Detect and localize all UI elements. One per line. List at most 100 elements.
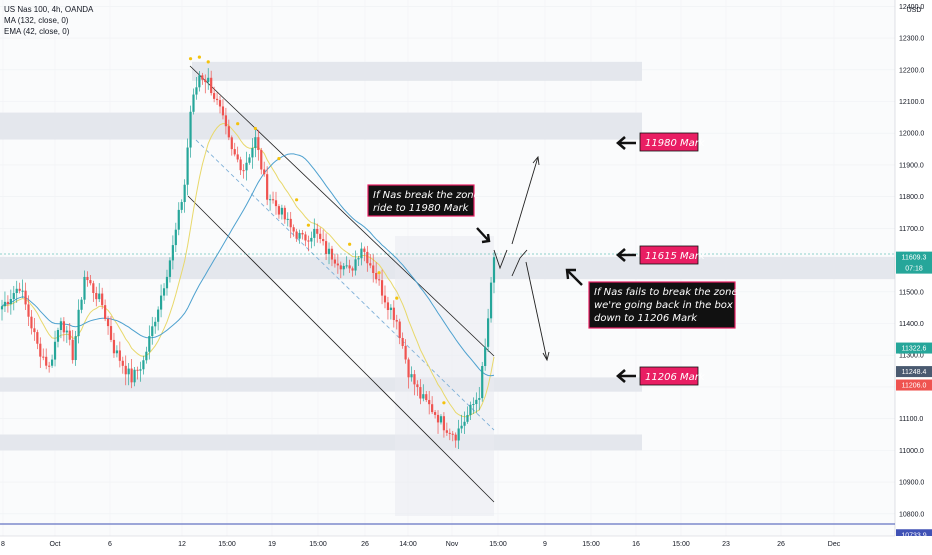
bottom-note-line-1: If Nas fails to break the zone: [594, 287, 738, 298]
candle-body: [121, 360, 124, 366]
candle-body: [339, 265, 342, 270]
time-tick-label: 23: [722, 541, 730, 548]
bottom-note-line-2: we're going back in the box: [594, 300, 733, 311]
candle-body: [162, 288, 166, 296]
candle-body: [369, 263, 372, 266]
candle-body: [336, 263, 339, 266]
candle-body: [248, 157, 251, 163]
candle-body: [174, 229, 177, 246]
candle-body: [357, 258, 360, 260]
candle-body: [221, 106, 225, 116]
price-tag-box: [896, 379, 932, 391]
candle-body: [348, 265, 351, 269]
candle-body: [27, 304, 30, 317]
candle-body: [342, 265, 345, 270]
price-tick-label: 12000.0: [899, 131, 924, 138]
candle-body: [481, 366, 484, 399]
candle-body: [372, 265, 375, 274]
candle-body: [457, 428, 460, 441]
candle-body: [254, 137, 257, 149]
channel-lower-line: [187, 195, 495, 503]
candle-body: [168, 260, 172, 277]
time-tick-label: 14:00: [399, 541, 417, 548]
candle-body: [180, 202, 183, 210]
candle-body: [59, 321, 63, 331]
candle-body: [112, 339, 116, 354]
candle-body: [195, 87, 198, 95]
zone-rect: [192, 61, 642, 81]
candle-body: [21, 290, 24, 292]
price-axis-panel[interactable]: [895, 0, 932, 550]
candle-body: [215, 98, 219, 101]
top-note-box: [367, 184, 475, 217]
candle-body: [398, 321, 401, 338]
candle-body: [48, 365, 51, 367]
candle-body: [239, 159, 242, 171]
signal-marker: [197, 55, 201, 59]
candle-body: [454, 434, 457, 441]
candle-body: [89, 280, 92, 284]
candle-body: [115, 350, 118, 354]
candle-body: [224, 115, 228, 127]
candle-body: [445, 430, 448, 433]
bottom-note-arrow: [567, 270, 583, 286]
time-tick-label: 8: [1, 541, 5, 548]
candle-body: [442, 416, 446, 431]
candle-body: [171, 245, 174, 261]
candle-body: [478, 398, 481, 400]
price-tick-label: 12300.0: [899, 36, 924, 43]
mark-low-label-box: [639, 366, 699, 386]
price-tag-box: [896, 342, 932, 354]
price-tick-label: 10900.0: [899, 480, 924, 487]
candle-body: [375, 273, 378, 280]
down-start-tick: [511, 257, 521, 277]
candle-body: [322, 239, 325, 242]
bounce-arrow: [493, 249, 508, 270]
price-tick-label: 12200.0: [899, 67, 924, 74]
candle-body: [425, 394, 428, 401]
candle-body: [316, 228, 319, 234]
price-tag-label: 11609.3: [902, 255, 927, 262]
candle-body: [389, 307, 392, 311]
candle-body: [251, 148, 254, 158]
ema-indicator-label[interactable]: EMA (42, close, 0): [4, 27, 70, 36]
price-tag-box: [896, 251, 932, 274]
ma-indicator-label[interactable]: MA (132, close, 0): [4, 16, 69, 25]
top-note-line-2: ride to 11980 Mark: [373, 203, 470, 214]
signal-marker: [206, 60, 210, 64]
candle-body: [413, 374, 416, 385]
candle-body: [101, 293, 104, 306]
up-start-tick: [519, 249, 528, 259]
price-tick-label: 11800.0: [899, 194, 924, 201]
candle-body: [24, 290, 27, 305]
time-tick-label: 16: [632, 541, 640, 548]
mark-high-label-box: [639, 132, 699, 152]
time-tick-label: 15:00: [218, 541, 236, 548]
price-tag-label: 11206.0: [902, 383, 927, 390]
symbol-title[interactable]: US Nas 100, 4h, OANDA: [4, 5, 94, 14]
candle-body: [360, 248, 363, 259]
candle-body: [3, 301, 7, 307]
candle-body: [83, 276, 86, 300]
candle-body: [186, 147, 189, 185]
candle-body: [472, 404, 475, 406]
candle-body: [177, 209, 180, 230]
signal-marker: [306, 223, 310, 227]
candles: [0, 68, 496, 449]
up-projection-line: [511, 156, 539, 245]
candle-body: [280, 207, 283, 215]
price-tag-label: 11248.4: [902, 369, 927, 376]
time-axis-panel[interactable]: [0, 536, 932, 550]
candle-body: [330, 248, 334, 260]
time-tick-label: Oct: [50, 541, 61, 548]
candle-body: [327, 248, 331, 254]
candle-body: [416, 384, 419, 388]
candle-body: [74, 336, 77, 361]
candle-body: [133, 369, 136, 383]
candle-body: [489, 282, 493, 319]
candle-body: [484, 346, 487, 367]
candle-body: [227, 126, 230, 138]
candle-body: [319, 233, 322, 240]
